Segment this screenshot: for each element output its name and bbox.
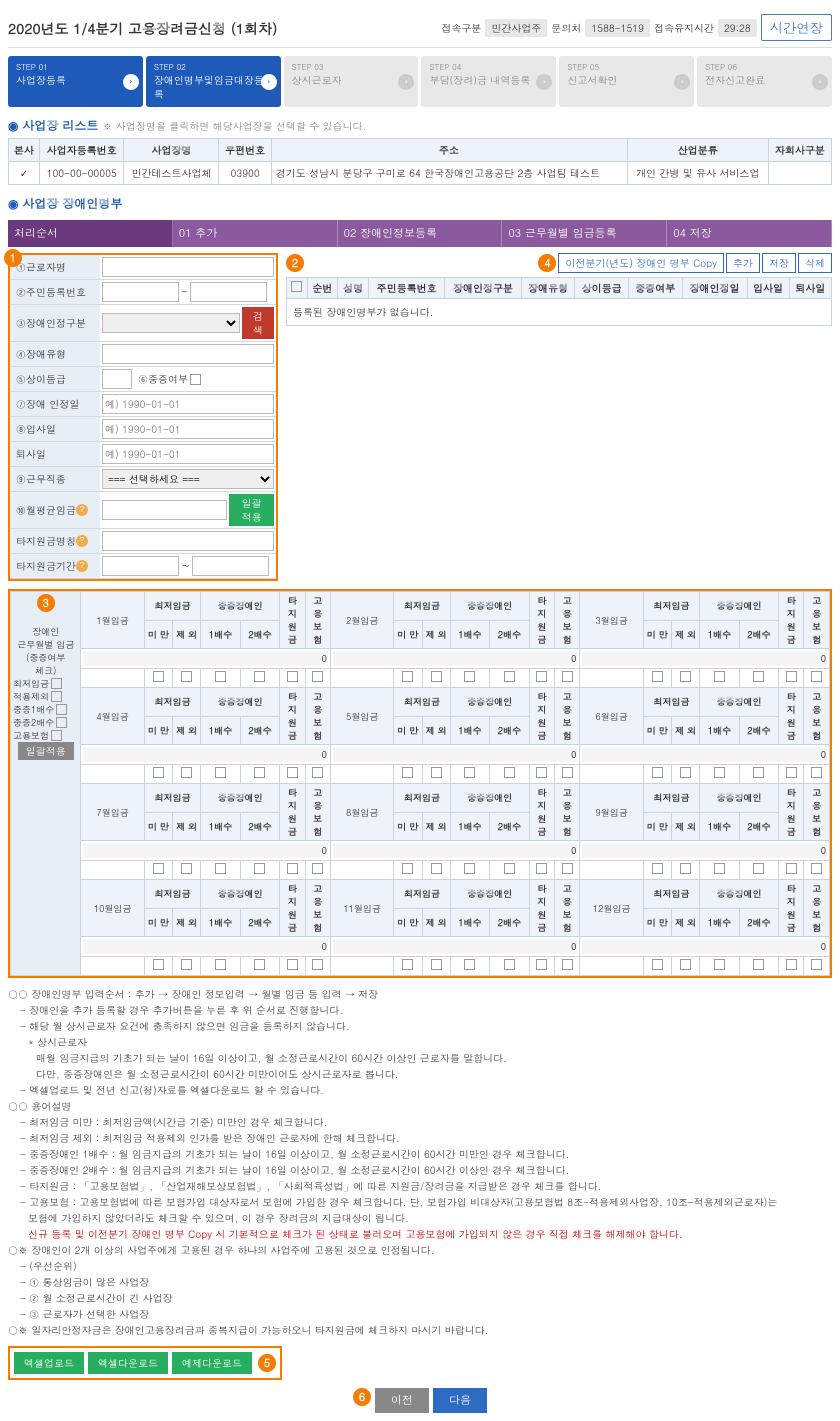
step-6[interactable]: STEP 06전자신고완료› <box>697 56 832 107</box>
roster-table: 순번성명주민등록번호장애인정구분장애유형상이등급중증여부장애인정일입사일퇴사일 … <box>286 277 832 326</box>
extend-button[interactable]: 시간연장 <box>761 14 832 41</box>
avgwage-input[interactable] <box>102 500 227 520</box>
upload-button[interactable]: 엑셀업로드 <box>14 1352 84 1374</box>
name-input[interactable] <box>102 257 274 277</box>
grade-input[interactable] <box>102 369 132 389</box>
jumin2-input[interactable] <box>190 282 267 302</box>
access-type: 민간사업주 <box>485 19 547 37</box>
hire-input[interactable] <box>102 419 274 439</box>
tab-1: 01 추가 <box>173 220 338 247</box>
biz-checkbox[interactable]: ✓ <box>9 162 40 185</box>
step-1[interactable]: STEP 01사업장등록› <box>8 56 143 107</box>
roster-title: ◉ 사업장 장애인명부 <box>8 195 832 212</box>
marker-4: 4 <box>538 254 556 272</box>
delete-button[interactable]: 삭제 <box>798 253 832 273</box>
marker-2: 2 <box>286 254 304 272</box>
marker-1: 1 <box>4 249 22 267</box>
download-button[interactable]: 엑셀다운로드 <box>88 1352 168 1374</box>
wage-input[interactable] <box>582 651 827 666</box>
apply-all-button[interactable]: 일괄적용 <box>18 742 74 760</box>
step-4[interactable]: STEP 04부담(장려)금 내역등록› <box>421 56 556 107</box>
type-input[interactable] <box>102 344 274 364</box>
marker-5: 5 <box>258 1354 276 1372</box>
leave-input[interactable] <box>102 444 274 464</box>
add-button[interactable]: 추가 <box>726 253 760 273</box>
tab-3: 03 근무월별 임금등록 <box>502 220 667 247</box>
inquiry-label: 문의처 <box>551 21 581 35</box>
wage-input[interactable] <box>83 651 327 666</box>
wage-input[interactable] <box>333 651 577 666</box>
search-button[interactable]: 검색 <box>242 307 274 339</box>
help-icon[interactable]: ? <box>76 504 88 516</box>
job-select[interactable]: === 선택하세요 === <box>102 469 274 489</box>
wage-input[interactable] <box>333 843 577 858</box>
inquiry-value: 1588-1519 <box>585 19 650 37</box>
cert-select[interactable] <box>102 313 240 333</box>
prev-button[interactable]: 이전 <box>375 1388 429 1413</box>
wage-input[interactable] <box>333 939 577 954</box>
marker-6: 6 <box>353 1388 371 1406</box>
help-icon[interactable]: ? <box>76 535 88 547</box>
wage-input[interactable] <box>83 939 327 954</box>
step-2[interactable]: STEP 02장애인명부및임금대장등록› <box>146 56 281 107</box>
wage-input[interactable] <box>83 843 327 858</box>
page-title: 2020년도 1/4분기 고용장려금신청 (1회차) <box>8 18 278 38</box>
tab-2: 02 장애인정보등록 <box>338 220 503 247</box>
step-5[interactable]: STEP 05신고서확인› <box>559 56 694 107</box>
marker-3: 3 <box>37 594 55 612</box>
jumin1-input[interactable] <box>102 282 179 302</box>
save-button[interactable]: 저장 <box>762 253 796 273</box>
session-time: 29:28 <box>718 19 757 37</box>
description: ○○ 장애인명부 입력순서 : 추가 → 장애인 정보입력 → 월별 임금 등 … <box>8 986 832 1338</box>
step-3[interactable]: STEP 03상시근로자› <box>284 56 419 107</box>
period1-input[interactable] <box>102 556 179 576</box>
next-button[interactable]: 다음 <box>433 1388 487 1413</box>
help-icon[interactable]: ? <box>76 560 88 572</box>
access-label: 접속구분 <box>441 21 481 35</box>
wage-input[interactable] <box>582 843 827 858</box>
wage-input[interactable] <box>333 747 577 762</box>
period2-input[interactable] <box>192 556 269 576</box>
tab-0: 처리순서 <box>8 220 173 247</box>
wage-input[interactable] <box>582 747 827 762</box>
wage-input[interactable] <box>582 939 827 954</box>
certdate-input[interactable] <box>102 394 274 414</box>
apply-button[interactable]: 일괄적용 <box>229 494 274 526</box>
copy-button[interactable]: 이전분기(년도) 장애인 명부 Copy <box>558 253 724 273</box>
severe-check[interactable] <box>190 374 201 385</box>
form-panel: ①근로자명 ②주민등록번호 - ③장애인정구분검색 ④장애유형 ⑤상이등급⑥중증… <box>8 253 278 581</box>
wage-input[interactable] <box>83 747 327 762</box>
bizlist-title: ◉ 사업장 리스트 ※ 사업장명을 클릭하면 해당사업장을 선택할 수 있습니다… <box>8 117 832 134</box>
sample-button[interactable]: 예제다운로드 <box>172 1352 252 1374</box>
session-label: 접속유지시간 <box>654 21 714 35</box>
tab-4: 04 저장 <box>667 220 832 247</box>
bizlist-table: 본사사업자등록번호사업장명우편번호주소산업분류자회사구분 ✓ 100-00-00… <box>8 138 832 185</box>
othername-input[interactable] <box>102 531 274 551</box>
